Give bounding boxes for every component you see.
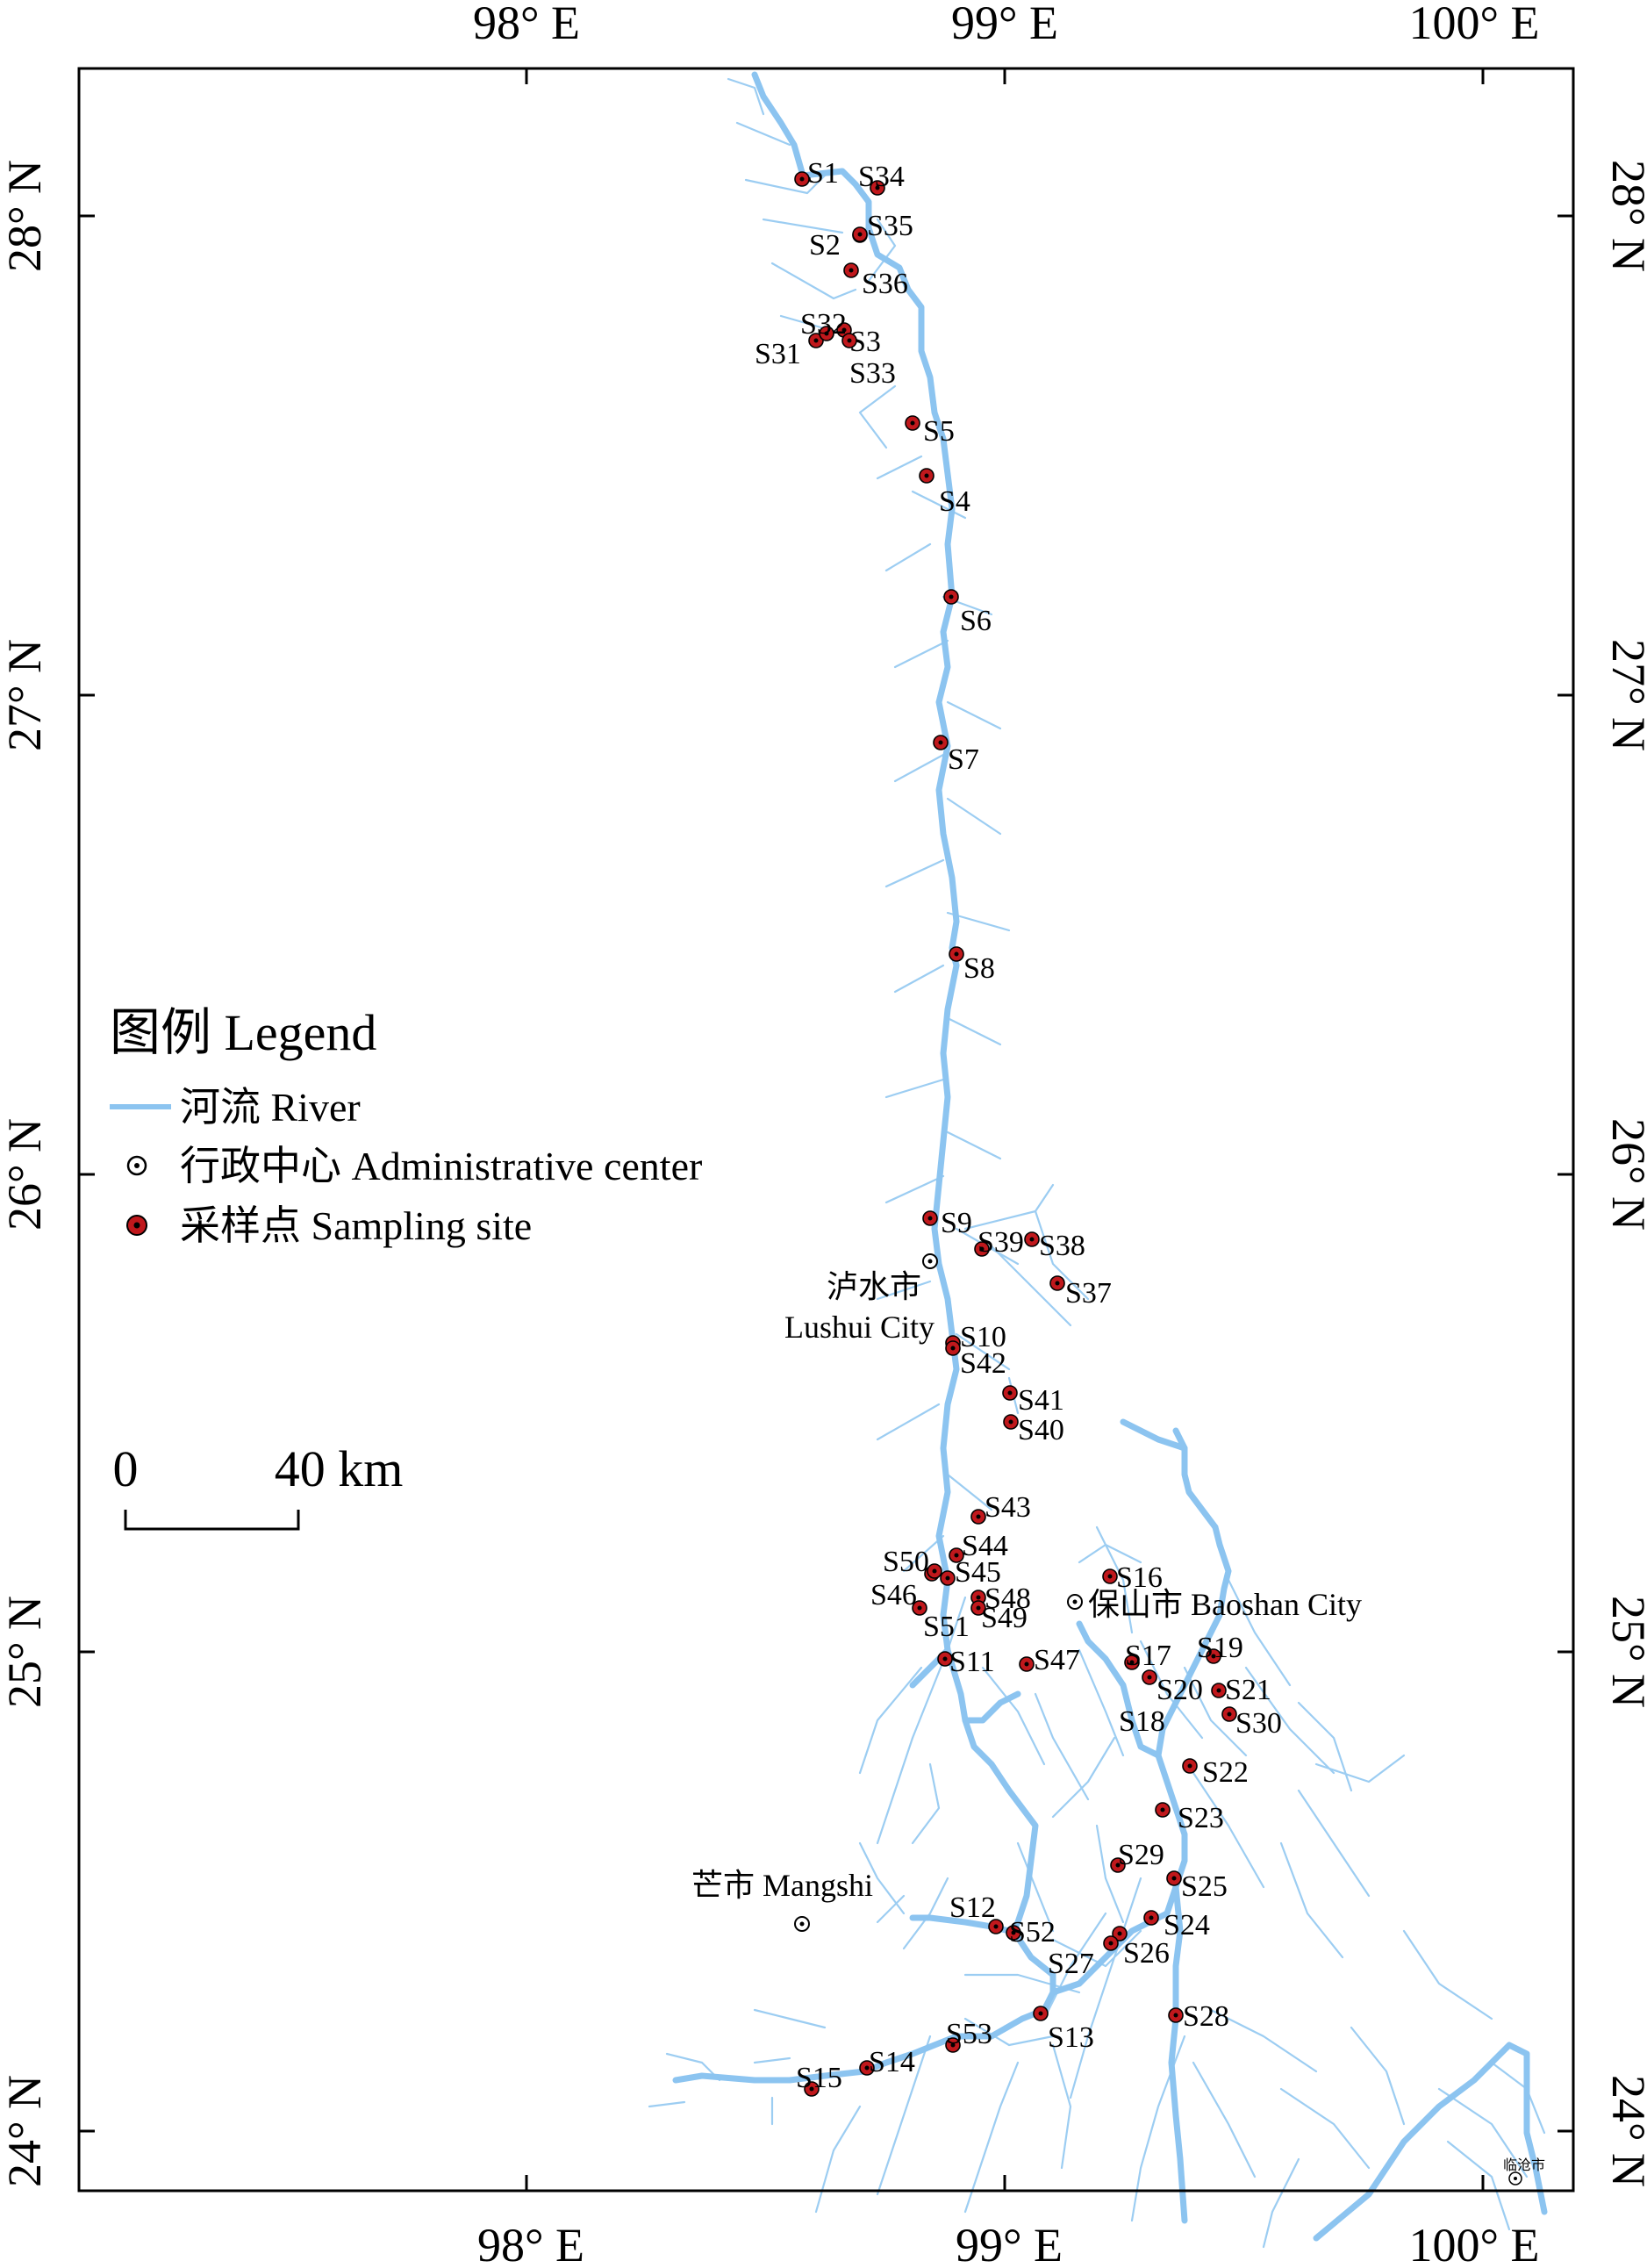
main-rivers [672, 71, 1548, 2242]
site-label-s22: S22 [1202, 1756, 1249, 1789]
lat-label-28-left: 28° N [0, 160, 51, 272]
site-label-s33: S33 [849, 357, 896, 390]
site-label-s9: S9 [941, 1207, 972, 1239]
legend-sampling-site-label: 采样点 Sampling site [180, 1203, 532, 1248]
lon-label-100-bottom: 100° E [1408, 2219, 1539, 2268]
lat-label-24-left: 24° N [0, 2075, 51, 2187]
site-label-s19: S19 [1197, 1632, 1243, 1664]
city-lushui-zh: 泸水市 [827, 1269, 921, 1304]
lat-label-26-right: 26° N [1602, 1118, 1647, 1231]
site-label-s27: S27 [1048, 1948, 1094, 1980]
site-label-s15: S15 [796, 2062, 842, 2094]
site-label-s26: S26 [1123, 1937, 1170, 1970]
site-label-s12: S12 [949, 1891, 996, 1924]
lon-label-99-bottom: 99° E [956, 2219, 1063, 2268]
lon-label-98-bottom: 98° E [477, 2219, 584, 2268]
site-label-s14: S14 [869, 2046, 915, 2078]
site-label-s53: S53 [946, 2018, 992, 2050]
site-label-s39: S39 [977, 1226, 1024, 1259]
lon-label-99-top: 99° E [951, 0, 1058, 49]
site-label-s10: S10 [960, 1321, 1006, 1353]
site-label-s23: S23 [1178, 1802, 1224, 1834]
city-lushui: 泸水市 Lushui City [784, 1253, 938, 1345]
site-label-s36: S36 [862, 268, 908, 300]
city-lincang: 临沧市 [1503, 2157, 1545, 2185]
legend-admin-center-label: 行政中心 Administrative center [180, 1144, 702, 1188]
site-label-s38: S38 [1039, 1230, 1085, 1262]
site-label-s29: S29 [1118, 1839, 1164, 1871]
site-label-s21: S21 [1225, 1674, 1271, 1706]
site-label-s20: S20 [1156, 1674, 1203, 1706]
site-label-s37: S37 [1065, 1277, 1112, 1310]
site-label-s44: S44 [962, 1530, 1008, 1562]
site-label-s47: S47 [1034, 1644, 1080, 1676]
site-label-s25: S25 [1181, 1870, 1228, 1903]
lon-label-100-top: 100° E [1408, 0, 1539, 49]
site-label-s49: S49 [981, 1602, 1028, 1634]
site-label-s16: S16 [1116, 1561, 1163, 1594]
site-label-s42: S42 [960, 1347, 1006, 1380]
scale-bar: 0 40 km [113, 1440, 404, 1531]
site-label-s1: S1 [807, 157, 839, 190]
site-label-s6: S6 [960, 605, 992, 637]
site-label-s24: S24 [1164, 1909, 1210, 1941]
site-label-s52: S52 [1009, 1916, 1056, 1949]
city-lincang-label: 临沧市 [1503, 2157, 1545, 2173]
legend-title: 图例 Legend [110, 1004, 376, 1061]
scale-bar-start: 0 [113, 1440, 139, 1497]
site-label-s35: S35 [867, 210, 913, 242]
city-lushui-en: Lushui City [784, 1310, 934, 1345]
site-label-s46: S46 [870, 1579, 917, 1611]
legend: 图例 Legend 河流 River 行政中心 Administrative c… [110, 1004, 702, 1248]
lat-label-28-right: 28° N [1602, 160, 1647, 272]
site-label-s11: S11 [949, 1646, 995, 1678]
site-label-s7: S7 [948, 743, 979, 776]
site-label-s32: S32 [800, 308, 847, 341]
river-tributaries [648, 77, 1546, 2249]
site-label-s2: S2 [809, 229, 841, 262]
city-mangshi: 芒市 Mangshi [691, 1868, 873, 1932]
city-mangshi-label: 芒市 Mangshi [691, 1868, 873, 1903]
lon-label-98-top: 98° E [473, 0, 580, 49]
site-label-s17: S17 [1125, 1640, 1171, 1672]
administrative-centers: 泸水市 Lushui City 保山市 Baoshan City 芒市 Mang… [691, 1253, 1545, 2185]
site-label-s45: S45 [955, 1556, 1001, 1589]
scale-bar-end: 40 km [275, 1440, 404, 1497]
sampling-sites: S1S2S3S4S5S6S7S8S9S10S11S12S13S14S15S16S… [755, 157, 1282, 2097]
site-label-s51: S51 [923, 1611, 970, 1643]
site-label-s13: S13 [1048, 2021, 1094, 2054]
site-label-s48: S48 [985, 1583, 1031, 1615]
lat-label-24-right: 24° N [1602, 2075, 1647, 2187]
site-label-s41: S41 [1018, 1384, 1064, 1417]
site-label-s18: S18 [1119, 1705, 1165, 1738]
site-label-s40: S40 [1018, 1414, 1064, 1446]
site-label-s31: S31 [755, 338, 801, 370]
site-label-s50: S50 [883, 1546, 929, 1578]
site-label-s5: S5 [923, 415, 955, 448]
legend-river-label: 河流 River [180, 1085, 361, 1130]
lat-label-25-right: 25° N [1602, 1596, 1647, 1708]
site-label-s8: S8 [963, 952, 995, 985]
city-baoshan: 保山市 Baoshan City [1067, 1587, 1362, 1622]
site-label-s30: S30 [1235, 1707, 1282, 1740]
lat-label-26-left: 26° N [0, 1118, 51, 1231]
graticule-ticks [79, 68, 1573, 2191]
lat-label-27-right: 27° N [1602, 639, 1647, 751]
site-label-s4: S4 [939, 485, 970, 518]
lat-label-27-left: 27° N [0, 639, 51, 751]
city-baoshan-label: 保山市 Baoshan City [1088, 1587, 1362, 1622]
map-frame [77, 67, 1575, 2193]
lat-label-25-left: 25° N [0, 1596, 51, 1708]
site-label-s28: S28 [1183, 2000, 1229, 2033]
site-label-s43: S43 [985, 1491, 1031, 1524]
site-label-s34: S34 [858, 161, 905, 193]
